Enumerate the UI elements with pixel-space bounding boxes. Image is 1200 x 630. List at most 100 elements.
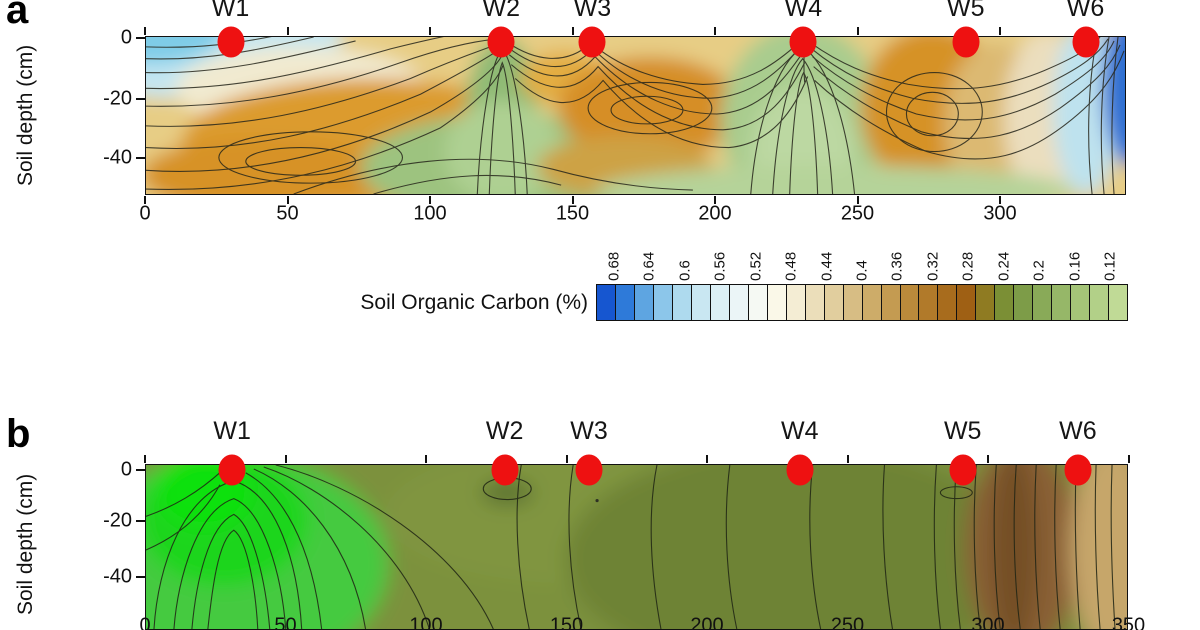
- colorbar-cell: [823, 285, 843, 320]
- x-tick-mark: [284, 455, 287, 463]
- y-tick-mark: [136, 98, 145, 100]
- x-tick-mark: [429, 196, 431, 204]
- well-marker-w1: [218, 454, 246, 486]
- panel-b-contour-plot: [145, 464, 1128, 630]
- panel-b-y-axis-title: Soil depth (cm): [14, 473, 37, 615]
- x-tick-mark: [714, 196, 716, 204]
- colorbar-cell: [1051, 285, 1071, 320]
- colorbar-tick-label: 0.48: [782, 251, 800, 281]
- well-marker-w3: [575, 454, 603, 486]
- x-tick-label: 50: [276, 202, 299, 225]
- well-marker-w6: [1064, 454, 1092, 486]
- colorbar-tick-label: 0.6: [676, 260, 694, 281]
- y-tick-label: -20: [103, 87, 132, 110]
- colorbar-title: Soil Organic Carbon (%): [360, 291, 588, 314]
- well-label-w6: W6: [1066, 0, 1105, 22]
- x-tick-label: 200: [690, 614, 724, 630]
- x-tick-label: 250: [830, 614, 865, 630]
- well-marker-w3: [578, 26, 606, 58]
- well-label-w2: W2: [482, 0, 521, 22]
- x-tick-label: 300: [983, 202, 1017, 225]
- x-tick-mark: [144, 455, 146, 463]
- x-tick-mark: [714, 27, 716, 35]
- colorbar-cell: [861, 285, 881, 320]
- x-tick-mark: [429, 27, 431, 35]
- x-tick-mark: [425, 455, 427, 463]
- panel-a-y-axis-title: Soil depth (cm): [14, 44, 37, 187]
- well-marker-w1: [217, 26, 244, 58]
- colorbar-cell: [1032, 285, 1052, 320]
- panel-a-letter: a: [6, 0, 29, 32]
- colorbar-cell: [880, 285, 900, 320]
- x-tick-label: 250: [840, 202, 875, 225]
- x-tick-mark: [286, 196, 289, 204]
- x-tick-mark: [144, 27, 146, 35]
- well-label-w1: W1: [211, 0, 250, 22]
- colorbar-cell: [671, 285, 691, 320]
- colorbar-tick-label: 0.2: [1030, 260, 1048, 281]
- colorbar-tick-label: 0.56: [711, 251, 729, 281]
- x-tick-label: 150: [549, 614, 584, 630]
- colorbar-tick-label: 0.68: [605, 251, 623, 281]
- colorbar-tick-label: 0.28: [959, 251, 977, 281]
- y-tick-mark: [136, 37, 145, 39]
- y-tick-mark: [136, 469, 145, 471]
- colorbar-tick-label: 0.12: [1101, 251, 1119, 281]
- x-tick-label: 150: [555, 202, 590, 225]
- well-marker-w5: [952, 26, 980, 58]
- colorbar-cell: [652, 285, 672, 320]
- colorbar-cell: [785, 285, 805, 320]
- x-tick-label: 350: [1111, 614, 1146, 630]
- panel-b-contour-art: [146, 465, 1127, 629]
- x-tick-mark: [571, 27, 574, 35]
- x-tick-label: 100: [409, 614, 443, 630]
- well-marker-w2: [491, 454, 519, 486]
- x-tick-mark: [856, 27, 859, 35]
- well-label-w2: W2: [485, 417, 524, 445]
- well-label-w4: W4: [784, 0, 823, 22]
- x-tick-mark: [286, 27, 289, 35]
- panel-a-contour-plot: [145, 36, 1126, 195]
- colorbar-tick-label: 0.44: [818, 251, 836, 281]
- y-tick-label: -40: [103, 565, 132, 588]
- colorbar-cell: [1108, 285, 1128, 320]
- x-tick-mark: [999, 196, 1001, 204]
- colorbar-tick-label: 0.52: [747, 251, 765, 281]
- well-label-w1: W1: [213, 417, 251, 445]
- well-marker-w6: [1072, 26, 1099, 58]
- well-marker-w5: [949, 454, 977, 486]
- colorbar-cell: [633, 285, 653, 320]
- colorbar-cell: [842, 285, 862, 320]
- colorbar-cell: [614, 285, 634, 320]
- y-tick-mark: [136, 576, 145, 578]
- colorbar-tick-label: 0.32: [924, 251, 942, 281]
- x-tick-mark: [144, 196, 146, 204]
- well-marker-w4: [786, 454, 814, 486]
- colorbar-tick-label: 0.24: [995, 251, 1013, 281]
- colorbar-cell: [994, 285, 1014, 320]
- x-tick-label: 300: [971, 614, 1005, 630]
- y-tick-label: 0: [120, 26, 132, 49]
- colorbar-cell: [804, 285, 824, 320]
- well-label-w3: W3: [570, 417, 608, 445]
- well-label-w4: W4: [780, 417, 819, 445]
- panel-a-contour-art: [146, 37, 1125, 194]
- well-label-w5: W5: [943, 417, 982, 445]
- well-label-w5: W5: [947, 0, 985, 22]
- x-tick-mark: [571, 196, 574, 204]
- colorbar-cell: [766, 285, 786, 320]
- y-tick-label: -20: [103, 509, 132, 532]
- x-tick-mark: [856, 196, 859, 204]
- x-tick-label: 50: [274, 614, 297, 630]
- y-tick-mark: [136, 520, 145, 522]
- colorbar-cell: [709, 285, 729, 320]
- x-tick-label: 100: [413, 202, 447, 225]
- well-marker-w2: [487, 26, 515, 58]
- colorbar-cell: [918, 285, 938, 320]
- x-tick-mark: [565, 455, 568, 463]
- y-tick-label: -40: [103, 146, 132, 169]
- colorbar-cell: [690, 285, 710, 320]
- colorbar-cell: [1089, 285, 1109, 320]
- colorbar-tick-label: 0.64: [640, 251, 658, 281]
